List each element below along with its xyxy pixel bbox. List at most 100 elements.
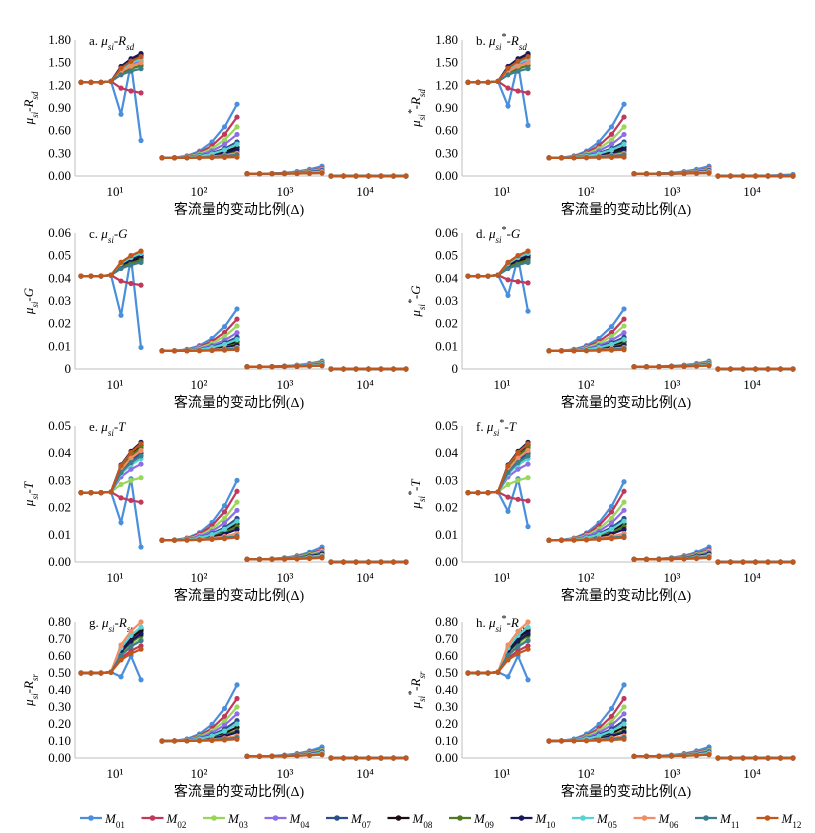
data-point-M12 — [159, 537, 165, 543]
data-point-M12 — [306, 752, 313, 758]
data-point-M05 — [221, 147, 228, 153]
data-point-M12 — [715, 173, 721, 179]
data-point-M01 — [118, 312, 124, 318]
data-point-M04 — [234, 330, 240, 336]
data-point-M12 — [596, 155, 602, 161]
y-tick-label: 0.04 — [435, 270, 458, 285]
y-axis-label: μsi*-Rsr — [407, 671, 428, 709]
data-point-M12 — [98, 490, 104, 496]
data-point-M12 — [184, 537, 190, 543]
data-point-M12 — [740, 366, 746, 372]
data-point-M12 — [752, 559, 759, 565]
data-point-M12 — [693, 170, 700, 176]
data-point-M12 — [515, 449, 521, 456]
data-point-M05 — [234, 141, 240, 147]
data-point-M11 — [128, 262, 134, 268]
data-point-M12 — [234, 534, 240, 541]
data-point-M12 — [390, 559, 397, 565]
y-axis-label: μsi-Rsd — [21, 91, 40, 125]
x-tick-label: 10⁴ — [356, 766, 374, 781]
data-point-M12 — [608, 737, 615, 743]
legend-label: M12 — [781, 811, 802, 830]
x-tick-label: 10² — [191, 184, 208, 199]
panel-title: d. μsi*-G — [476, 225, 521, 246]
data-point-M12 — [390, 755, 397, 761]
data-point-M12 — [403, 366, 409, 372]
y-tick-label: 0.00 — [48, 750, 71, 765]
legend-marker-M08 — [395, 815, 402, 821]
data-point-M02 — [138, 499, 144, 505]
data-point-M01 — [118, 111, 124, 117]
x-tick-label: 10³ — [664, 570, 681, 585]
data-point-M12 — [790, 559, 796, 565]
y-tick-label: 0.04 — [48, 270, 71, 285]
x-tick-label: 10¹ — [107, 377, 124, 392]
y-tick-label: 0.03 — [435, 293, 458, 308]
data-point-M01 — [234, 682, 240, 688]
y-tick-label: 0.01 — [435, 527, 458, 542]
data-point-M12 — [515, 58, 521, 64]
data-point-M12 — [727, 755, 734, 761]
data-point-M12 — [571, 348, 577, 354]
data-point-M03 — [515, 477, 521, 483]
data-point-M11 — [138, 638, 144, 644]
data-point-M02 — [621, 488, 627, 494]
data-point-M12 — [221, 737, 228, 743]
data-point-M12 — [353, 755, 359, 761]
data-point-M12 — [727, 366, 734, 372]
data-point-M02 — [621, 695, 627, 702]
data-point-M12 — [505, 463, 511, 469]
data-point-M12 — [159, 155, 165, 161]
x-axis-label: 客流量的变动比例(Δ) — [174, 587, 305, 604]
y-tick-label: 0.05 — [48, 248, 71, 263]
data-point-M12 — [209, 536, 215, 543]
data-point-M11 — [505, 652, 511, 658]
data-point-M11 — [128, 459, 134, 466]
data-point-M12 — [681, 556, 687, 562]
data-point-M12 — [365, 559, 372, 565]
data-point-M12 — [403, 755, 409, 761]
data-point-M12 — [643, 171, 650, 177]
data-point-M12 — [171, 738, 178, 744]
y-tick-label: 0.90 — [435, 100, 458, 115]
data-point-M01 — [138, 344, 144, 351]
data-point-M12 — [128, 449, 134, 456]
panel-b: 0.00 0.30 0.60 0.90 1.20 1.50 1.80 b. μsi*-Rsd μ… — [407, 32, 796, 218]
data-point-M03 — [118, 481, 124, 488]
x-tick-label: 10³ — [277, 184, 294, 199]
y-tick-label: 0.05 — [435, 418, 458, 433]
y-tick-label: 0.00 — [48, 554, 71, 569]
data-point-M10 — [138, 631, 144, 637]
data-point-M12 — [196, 155, 203, 161]
y-tick-label: 1.80 — [48, 32, 71, 47]
data-point-M04 — [138, 461, 144, 467]
y-tick-label: 0.05 — [435, 248, 458, 263]
y-tick-label: 0.03 — [48, 472, 71, 487]
data-point-M12 — [475, 273, 481, 279]
x-tick-label: 10² — [578, 184, 595, 199]
data-point-M12 — [269, 753, 275, 759]
data-point-M12 — [631, 556, 637, 562]
data-point-M12 — [88, 273, 94, 279]
data-point-M05 — [221, 341, 228, 347]
data-point-M02 — [234, 316, 240, 322]
data-point-M12 — [790, 173, 796, 179]
data-point-M12 — [269, 171, 275, 177]
data-point-M12 — [244, 556, 250, 562]
data-point-M12 — [777, 173, 784, 179]
data-point-M12 — [118, 657, 124, 663]
data-point-M12 — [88, 79, 94, 85]
x-tick-label: 10⁴ — [743, 184, 761, 199]
data-point-M12 — [319, 363, 325, 369]
y-tick-label: 0.05 — [48, 418, 71, 433]
data-point-M02 — [505, 494, 511, 500]
data-point-M12 — [631, 364, 637, 370]
data-point-M12 — [209, 155, 215, 161]
data-point-M01 — [505, 508, 511, 514]
data-point-M10 — [525, 631, 531, 637]
data-point-M06 — [118, 642, 124, 648]
series-line-M01 — [81, 653, 143, 681]
data-point-M01 — [221, 124, 228, 130]
data-point-M03 — [234, 704, 240, 710]
data-point-M03 — [138, 475, 144, 481]
